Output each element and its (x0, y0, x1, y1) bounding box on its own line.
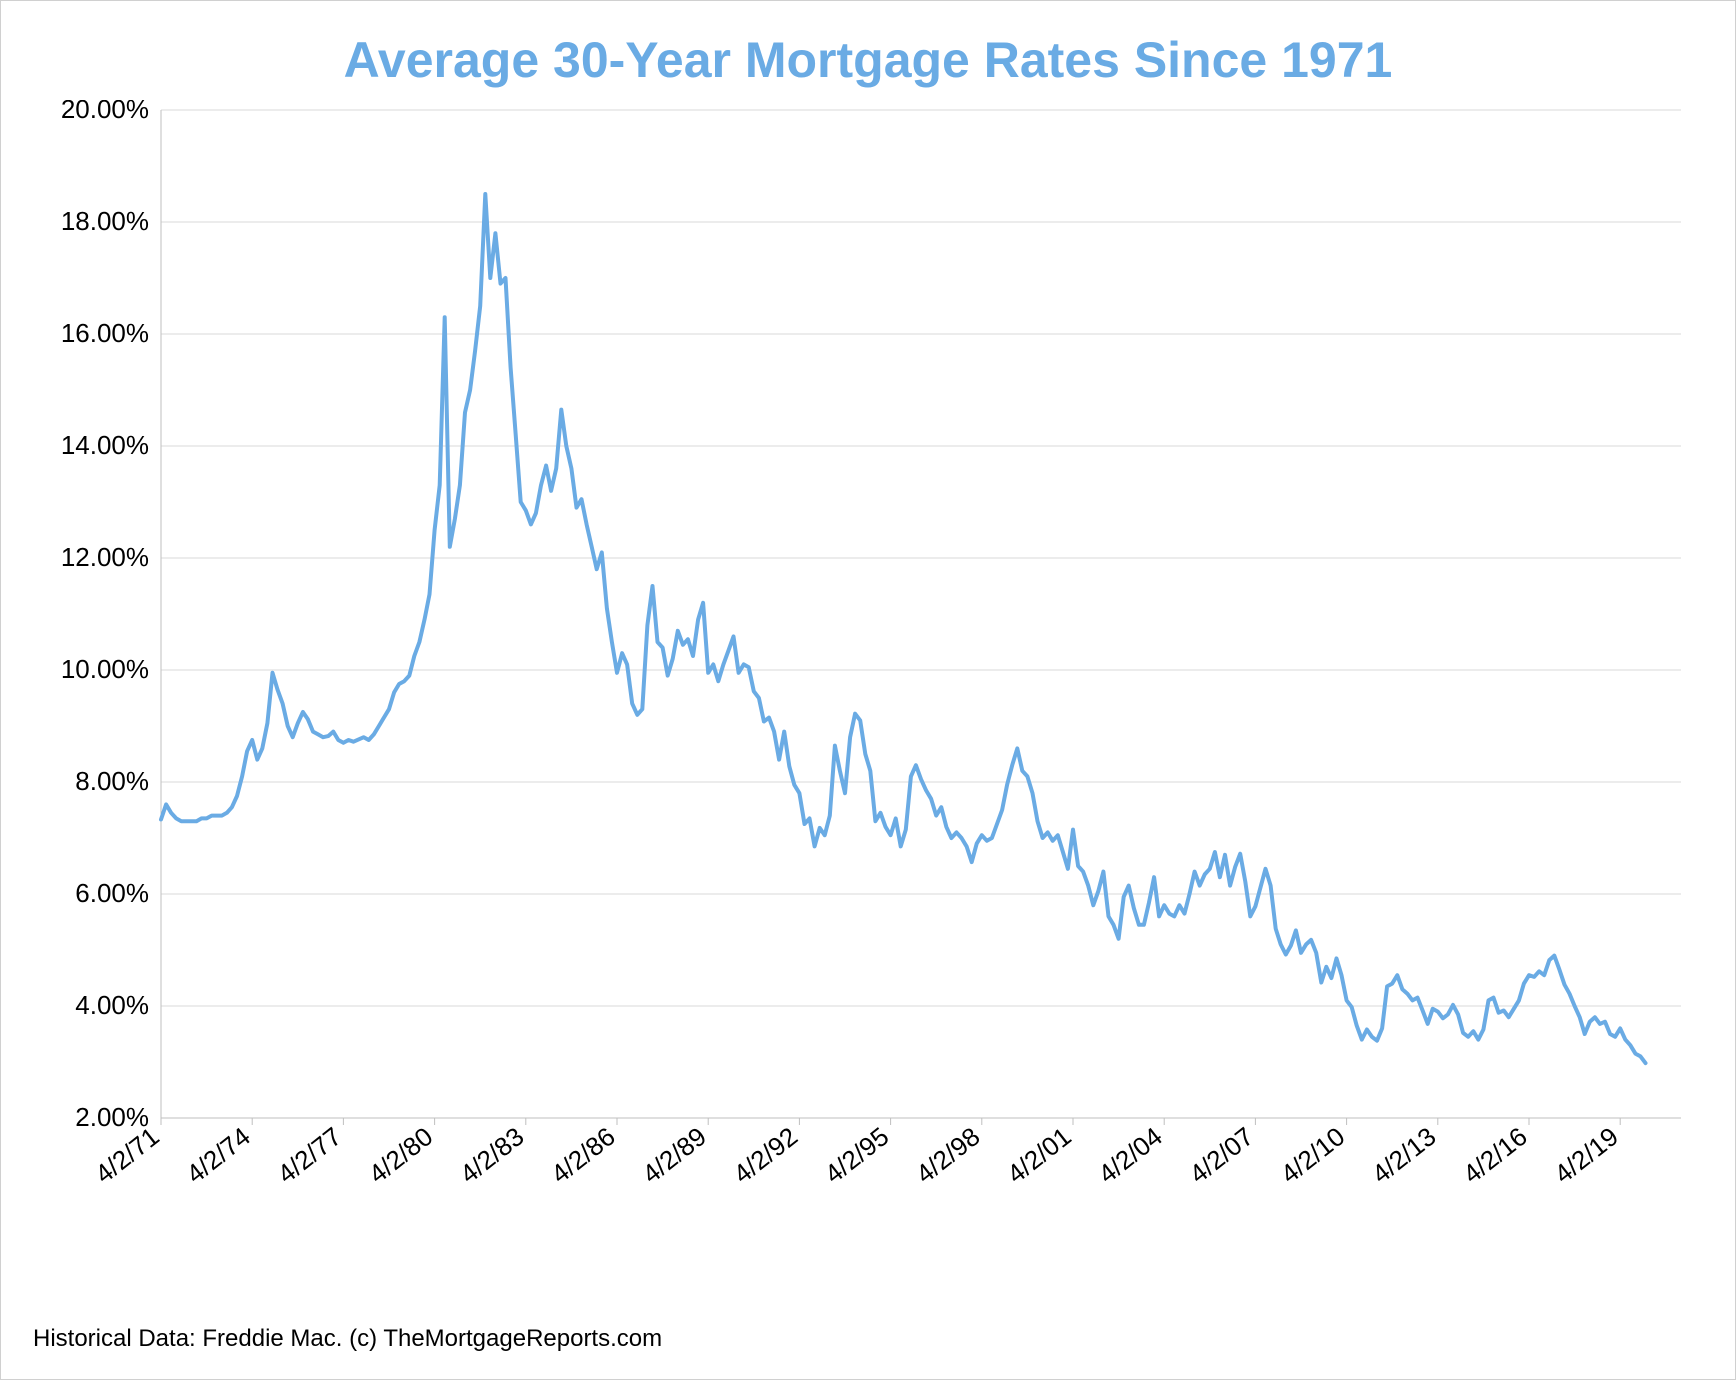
line-chart-svg: 2.00%4.00%6.00%8.00%10.00%12.00%14.00%16… (31, 100, 1691, 1280)
y-tick-label: 14.00% (61, 430, 149, 460)
x-tick-label: 4/2/16 (1457, 1121, 1532, 1189)
y-tick-label: 16.00% (61, 318, 149, 348)
chart-frame: Average 30-Year Mortgage Rates Since 197… (0, 0, 1736, 1380)
x-tick-label: 4/2/77 (272, 1121, 347, 1189)
x-tick-label: 4/2/92 (728, 1121, 803, 1189)
x-tick-label: 4/2/98 (910, 1121, 985, 1189)
x-tick-label: 4/2/89 (636, 1121, 711, 1189)
chart-title: Average 30-Year Mortgage Rates Since 197… (31, 33, 1705, 88)
x-tick-label: 4/2/83 (454, 1121, 529, 1189)
x-tick-label: 4/2/19 (1548, 1121, 1623, 1189)
x-tick-label: 4/2/86 (545, 1121, 620, 1189)
x-tick-label: 4/2/04 (1092, 1121, 1167, 1189)
x-tick-label: 4/2/10 (1275, 1121, 1350, 1189)
y-tick-label: 18.00% (61, 206, 149, 236)
y-tick-label: 10.00% (61, 654, 149, 684)
y-tick-label: 8.00% (75, 766, 149, 796)
x-tick-label: 4/2/01 (1001, 1121, 1076, 1189)
y-tick-label: 4.00% (75, 990, 149, 1020)
series-line-30yr_fixed_rate (161, 194, 1646, 1063)
y-tick-label: 6.00% (75, 878, 149, 908)
x-tick-label: 4/2/13 (1366, 1121, 1441, 1189)
x-tick-label: 4/2/74 (180, 1121, 255, 1189)
y-tick-label: 12.00% (61, 542, 149, 572)
x-tick-label: 4/2/80 (363, 1121, 438, 1189)
y-tick-label: 20.00% (61, 100, 149, 124)
chart-attribution: Historical Data: Freddie Mac. (c) TheMor… (33, 1325, 662, 1353)
x-tick-label: 4/2/07 (1184, 1121, 1259, 1189)
plot-area: 2.00%4.00%6.00%8.00%10.00%12.00%14.00%16… (31, 100, 1705, 1285)
x-tick-label: 4/2/95 (819, 1121, 894, 1189)
